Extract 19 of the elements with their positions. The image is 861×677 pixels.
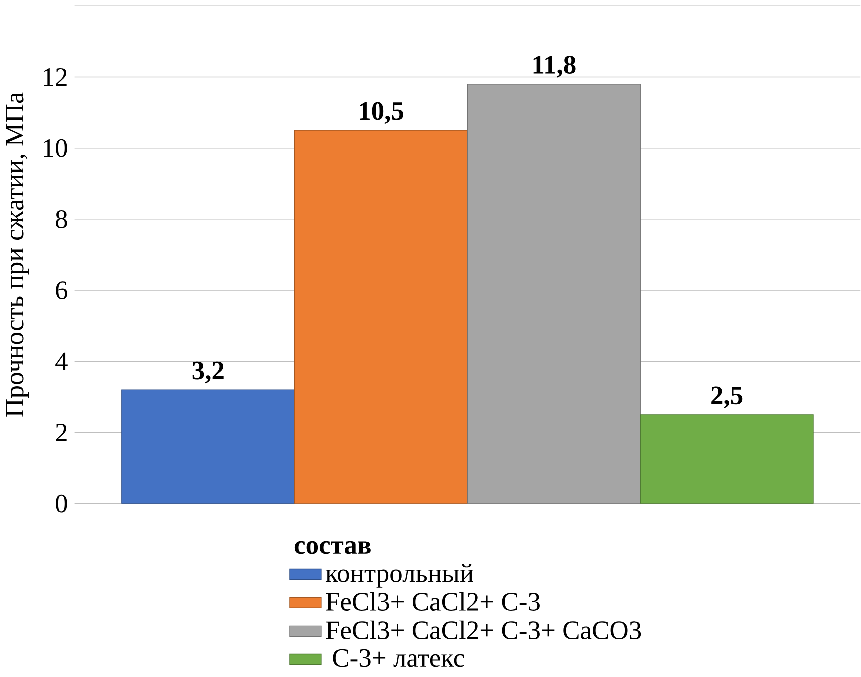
y-tick-label: 6 [56,282,68,300]
data-label: 10,5 [360,102,404,124]
legend-label: контрольный [326,564,474,588]
y-tick-label: 0 [56,494,68,513]
legend-label: C-3+ латекс [333,649,464,668]
legend-title: состав [294,541,371,554]
y-tick-label: 10 [44,139,68,158]
y-axis-title: Прочность при сжатии, МПа [6,92,30,418]
bar [294,130,468,504]
legend-label: FeCl3+ CaCl2+ C-3 [326,592,540,611]
data-label: 3,2 [192,362,224,384]
bar [640,414,814,504]
legend-label: FeCl3+ CaCl2+ C-3+ CaCO3 [326,620,642,640]
y-tick-label: 4 [56,352,68,370]
data-label: 2,5 [712,386,743,408]
y-tick-label: 2 [56,424,67,442]
y-tick-label: 8 [56,210,68,228]
data-label: 11,8 [534,56,576,78]
y-tick-label: 12 [44,68,67,86]
